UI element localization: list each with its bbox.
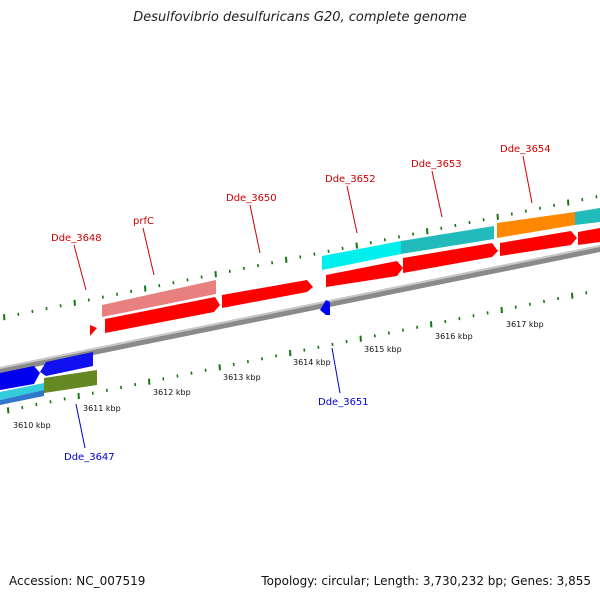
genome-summary-text: Topology: circular; Length: 3,730,232 bp…: [261, 574, 591, 588]
gene-label-forward[interactable]: Dde_3648: [51, 233, 102, 244]
feature-olive[interactable]: [44, 370, 97, 393]
feature-pink[interactable]: [102, 280, 216, 317]
accession-text: Accession: NC_007519: [9, 574, 146, 588]
feature-teal[interactable]: [575, 208, 600, 225]
gene-label-reverse[interactable]: Dde_3651: [318, 397, 369, 408]
scale-label: 3614 kbp: [293, 358, 331, 367]
label-leader: [73, 244, 87, 291]
feature-teal[interactable]: [401, 226, 494, 254]
scale-label: 3612 kbp: [153, 388, 191, 397]
reverse-gene-labels: Dde_3647 Dde_3651: [64, 347, 369, 463]
feature-track-lower: [0, 370, 97, 405]
tick-marks: [3, 195, 598, 414]
scale-label: 3615 kbp: [364, 345, 402, 354]
scale-label: 3617 kbp: [506, 320, 544, 329]
label-leader: [431, 170, 443, 218]
cds-forward[interactable]: [326, 261, 403, 287]
forward-cds-track: [90, 228, 600, 336]
reverse-cds-track: [0, 300, 330, 390]
gene-label-forward[interactable]: Dde_3653: [411, 159, 462, 170]
scale-label: 3610 kbp: [13, 421, 51, 430]
feature-track-upper: [102, 208, 600, 317]
feature-orange[interactable]: [497, 212, 575, 238]
cds-reverse[interactable]: [320, 300, 330, 315]
label-leader: [75, 403, 86, 449]
map-title: Desulfovibrio desulfuricans G20, complet…: [133, 10, 467, 25]
cds-reverse[interactable]: [40, 352, 93, 376]
feature-cyan[interactable]: [0, 383, 44, 400]
cds-forward[interactable]: [500, 231, 577, 256]
cds-forward[interactable]: [403, 243, 498, 273]
label-leader: [522, 155, 533, 204]
scale-label: 3613 kbp: [223, 373, 261, 382]
label-leader: [346, 185, 358, 234]
gene-label-reverse[interactable]: Dde_3647: [64, 452, 115, 463]
label-leader: [249, 204, 261, 254]
cds-forward[interactable]: [222, 280, 313, 308]
cds-forward[interactable]: [105, 297, 220, 333]
gene-label-forward[interactable]: Dde_3650: [226, 193, 277, 204]
forward-gene-labels: Dde_3648 prfC Dde_3650 Dde_3652 Dde_3653…: [51, 144, 551, 291]
scale-label: 3611 kbp: [83, 404, 121, 413]
label-leader: [142, 227, 155, 276]
cds-forward[interactable]: [578, 228, 600, 245]
cds-forward[interactable]: [90, 325, 97, 336]
label-leader: [331, 347, 341, 394]
scale-labels: 3610 kbp 3611 kbp 3612 kbp 3613 kbp 3614…: [13, 320, 544, 430]
gene-label-forward[interactable]: Dde_3654: [500, 144, 551, 155]
feature-blue[interactable]: [0, 390, 44, 405]
genome-backbone-highlight: [0, 245, 600, 369]
scale-label: 3616 kbp: [435, 332, 473, 341]
feature-cyan[interactable]: [322, 241, 401, 270]
gene-label-forward[interactable]: prfC: [133, 216, 154, 227]
cds-reverse[interactable]: [0, 366, 40, 390]
gene-label-forward[interactable]: Dde_3652: [325, 174, 376, 185]
